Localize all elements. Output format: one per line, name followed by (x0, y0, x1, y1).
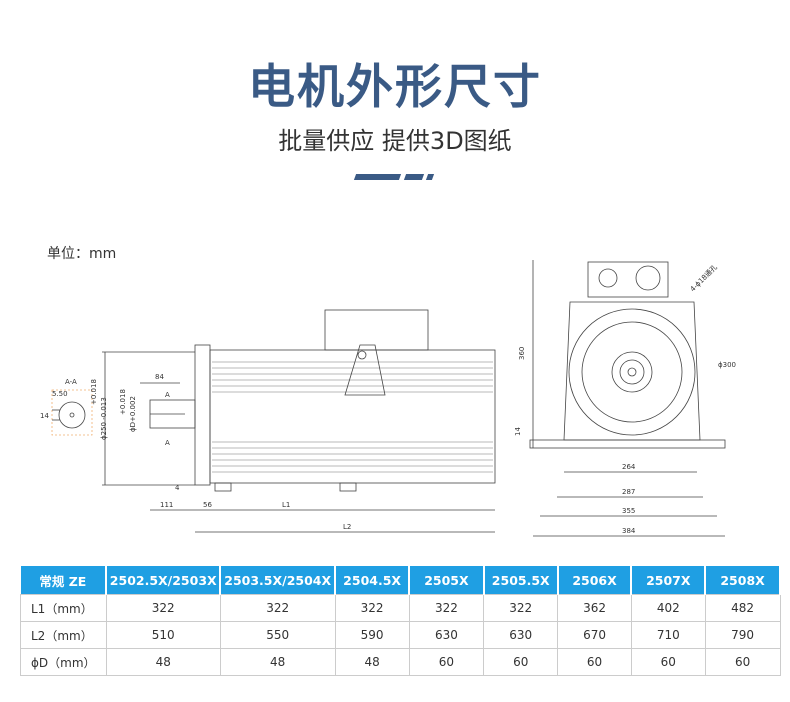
pcd-label: ϕ300 (718, 361, 736, 369)
width-264: 264 (622, 463, 636, 471)
shaft-tol: +0.018 (119, 389, 127, 415)
table-cell: 48 (334, 648, 410, 676)
header-model: 2506X (557, 566, 633, 595)
header-model: 2504.5X (335, 566, 411, 595)
table-cell: 322 (105, 594, 221, 622)
shaft-ext: 111 (160, 501, 173, 509)
unit-label: 单位：mm (47, 246, 117, 262)
section-mark-bottom: A (165, 439, 170, 447)
table-cell: 550 (219, 621, 336, 649)
width-355: 355 (622, 507, 635, 515)
section-label: A-A (65, 378, 77, 386)
row-label: L1（mm） (20, 594, 107, 622)
header-model: 2502.5X/2503X (106, 566, 222, 595)
shaft-length: 84 (155, 373, 164, 381)
table-row: ϕD（mm） 48 48 48 60 60 60 60 60 (20, 648, 781, 676)
flange-tol: +0.018 (90, 379, 98, 405)
header-model: 2508X (705, 566, 781, 595)
table-cell: 362 (557, 594, 632, 622)
height-dim: 360 (518, 347, 526, 360)
side-view: 84 A A +0.018 ϕD+0.002 111 56 4 L1 L2 (102, 309, 496, 533)
flange-thickness: 4 (175, 484, 180, 492)
table-cell: 60 (483, 648, 559, 676)
header-model: 2505X (409, 566, 485, 595)
row-label: ϕD（mm） (20, 648, 107, 676)
flange-dia: ϕ250 -0.013 (100, 397, 108, 440)
table-header-row: 常规 ZE 2502.5X/2503X 2503.5X/2504X 2504.5… (20, 566, 781, 595)
row-label: L2（mm） (20, 621, 107, 649)
flange-offset: 56 (203, 501, 212, 509)
table-row: L2（mm） 510 550 590 630 630 670 710 790 (20, 621, 781, 649)
section-mark-top: A (165, 391, 170, 399)
table-cell: 590 (334, 621, 410, 649)
motor-dimension-drawing: A-A 5.50 14 +0.018 ϕ250 -0.013 84 A A +0… (40, 260, 736, 537)
table-cell: 60 (630, 648, 706, 676)
table-row: L1（mm） 322 322 322 322 322 362 402 482 (20, 594, 781, 622)
shaft-dia: ϕD+0.002 (129, 396, 137, 432)
table-cell: 710 (630, 621, 706, 649)
width-384: 384 (622, 527, 636, 535)
base-thickness: 14 (514, 427, 522, 436)
table-cell: 48 (219, 648, 336, 676)
l2-label: L2 (343, 523, 351, 531)
table-cell: 322 (408, 594, 485, 622)
holes-label: 4-ϕ18通孔 (688, 263, 719, 294)
header-model: 2507X (631, 566, 707, 595)
table-cell: 482 (704, 594, 781, 622)
width-287: 287 (622, 488, 635, 496)
table-cell: 322 (334, 594, 410, 622)
table-cell: 322 (219, 594, 336, 622)
l1-label: L1 (282, 501, 290, 509)
header-model: 2503.5X/2504X (220, 566, 337, 595)
page-subtitle: 批量供应 提供3D图纸 (278, 127, 512, 155)
table-cell: 48 (105, 648, 221, 676)
table-cell: 630 (408, 621, 485, 649)
table-cell: 510 (105, 621, 221, 649)
table-cell: 670 (557, 621, 632, 649)
table-cell: 322 (483, 594, 559, 622)
key-width: 5.50 (52, 390, 68, 398)
front-view: 360 14 4-ϕ18通孔 ϕ300 264 287 355 384 (514, 260, 736, 537)
table-cell: 790 (704, 621, 781, 649)
table-cell: 60 (704, 648, 781, 676)
table-cell: 60 (408, 648, 485, 676)
key-height: 14 (40, 412, 49, 420)
header-series: 常规 ZE (20, 566, 108, 595)
page-title: 电机外形尺寸 (248, 60, 542, 115)
dimension-table: 常规 ZE 2502.5X/2503X 2503.5X/2504X 2504.5… (20, 566, 781, 676)
table-cell: 630 (483, 621, 559, 649)
section-view: A-A 5.50 14 +0.018 ϕ250 -0.013 (40, 378, 108, 440)
header-model: 2505.5X (483, 566, 559, 595)
table-cell: 60 (557, 648, 632, 676)
table-cell: 402 (630, 594, 706, 622)
